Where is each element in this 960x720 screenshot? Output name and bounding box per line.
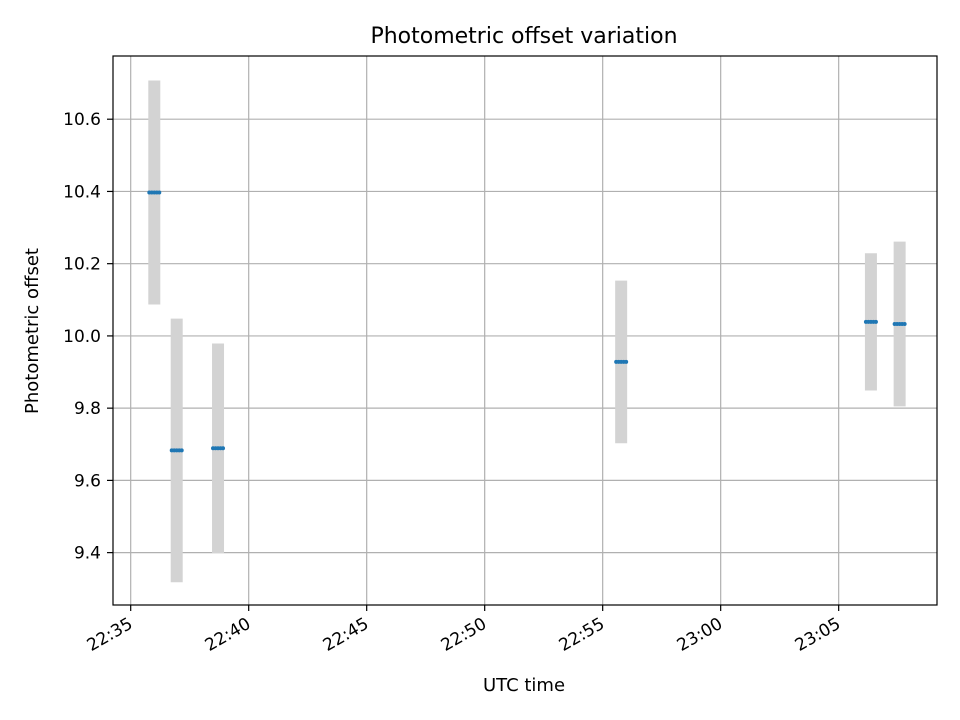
data-point-marker — [157, 190, 162, 195]
data-point-marker — [902, 321, 907, 326]
chart-title: Photometric offset variation — [370, 24, 677, 49]
y-tick-label: 10.6 — [63, 110, 101, 130]
data-point-marker — [221, 446, 226, 451]
data-points — [147, 190, 907, 453]
grid — [113, 56, 937, 605]
x-axis-label: UTC time — [483, 675, 565, 696]
data-point-marker — [624, 359, 629, 364]
data-point — [892, 321, 907, 326]
y-tick-label: 10.4 — [63, 182, 101, 202]
plot-frame — [112, 55, 938, 606]
y-axis-label: Photometric offset — [22, 248, 43, 414]
y-axis-ticks: 9.4 9.6 9.8 10.0 10.2 10.4 10.6 — [63, 110, 113, 564]
y-tick-label: 10.2 — [63, 255, 101, 275]
data-point — [147, 190, 162, 195]
y-tick-label: 9.6 — [74, 471, 101, 491]
data-point — [614, 359, 629, 364]
y-tick-label: 10.0 — [63, 327, 101, 347]
data-point-marker — [873, 319, 878, 324]
data-point — [169, 448, 184, 453]
y-tick-label: 9.4 — [74, 544, 101, 564]
data-point — [211, 446, 226, 451]
y-tick-label: 9.8 — [74, 399, 101, 419]
data-point-marker — [179, 448, 184, 453]
data-point — [863, 319, 878, 324]
